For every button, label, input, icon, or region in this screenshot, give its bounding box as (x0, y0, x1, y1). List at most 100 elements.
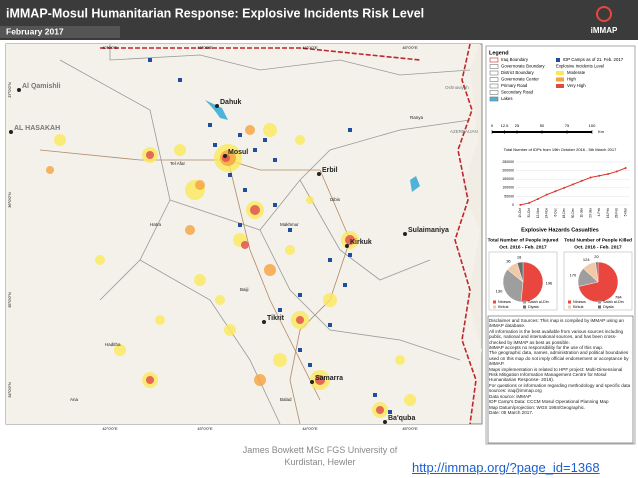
place-label: Hatra (150, 222, 162, 227)
legend-label: Primary Road (501, 83, 528, 88)
governorate-boundary (259, 229, 461, 361)
y-tick-label: 200000 (502, 169, 514, 173)
place-dot (17, 88, 21, 92)
x-tick-label: 19-Oct (518, 208, 522, 218)
pie-slice (595, 261, 599, 283)
scale-label: 0 (491, 123, 494, 128)
legend-label: Lakes (501, 96, 512, 101)
place-dot (310, 380, 314, 384)
pie-slice (520, 261, 544, 303)
incident-hotspots (46, 123, 416, 418)
source-link[interactable]: http://immap.org/?page_id=1368 (412, 460, 600, 475)
idp-camp (238, 223, 242, 227)
place-label: Sulaimaniya (408, 227, 449, 234)
data-point (624, 167, 627, 170)
place-label: AZERBAIJAN (450, 129, 478, 134)
place-label: Tel Afar (170, 161, 186, 166)
lake (410, 176, 420, 192)
lon-label: 42°0'0"E (102, 45, 118, 50)
place-label: Al Qamishli (22, 83, 61, 90)
place-label: Haditha (105, 342, 121, 347)
legend-swatch (493, 305, 496, 309)
hotspot (250, 205, 260, 215)
idp-camp (278, 308, 282, 312)
disclaimer-line: Disclaimer and Sources: This map is comp… (489, 318, 624, 329)
value-label: 18 (517, 254, 522, 259)
idp-camp (178, 78, 182, 82)
scale-label: 25 (515, 123, 520, 128)
title: iMMAP-Mosul Humanitarian Response: Explo… (6, 6, 424, 20)
legend-label: Salah al-Din (603, 300, 624, 304)
place-dot (262, 320, 266, 324)
governorate-boundary (299, 179, 431, 281)
hotspot (195, 180, 205, 190)
idp-camp (253, 148, 257, 152)
y-tick-label: 50000 (504, 194, 514, 198)
disclaimer-line: Date: 05 March 2017. (489, 409, 534, 415)
legend-swatch (598, 305, 601, 309)
pie-slice (516, 261, 524, 283)
hotspot (146, 376, 154, 384)
place-label: Samarra (315, 375, 343, 382)
hotspot (215, 295, 225, 305)
idp-camp (308, 363, 312, 367)
legend-label: Very High (567, 83, 586, 88)
lon-label: 42°0'0"E (102, 426, 118, 431)
legend-swatch (556, 77, 564, 82)
legend-swatch (489, 57, 499, 63)
hotspot (245, 125, 255, 135)
lon-label: 45°0'0"E (402, 45, 418, 50)
hotspot (54, 134, 66, 146)
graticule: 42°0'0"E 42°0'0"E 43°0'0"E 43°0'0"E 44°0'0"E… (7, 45, 418, 431)
idp-camp (328, 258, 332, 262)
y-tick-label: 0 (512, 203, 514, 207)
place-label: Dahuk (220, 99, 242, 106)
legend-label: Diyala (603, 305, 614, 309)
hotspot (155, 315, 165, 325)
iraq-boundary (100, 47, 421, 61)
lake (205, 100, 228, 120)
hotspot (263, 123, 277, 137)
idp-camp (228, 173, 232, 177)
legend-label: Ninewa (498, 300, 512, 304)
data-point (598, 174, 601, 177)
idp-camp (273, 158, 277, 162)
lon-label: 44°0'0"E (302, 45, 318, 50)
governorate-boundary (109, 44, 471, 76)
value-label: 784 (615, 295, 622, 300)
data-point (607, 173, 610, 176)
legend-swatch (489, 90, 499, 95)
legend-label: Ninewa (573, 300, 587, 304)
legend-title: Legend (489, 50, 509, 56)
legend-swatch (489, 70, 499, 76)
pie-frame (563, 251, 633, 311)
disclaimer-line: For questions or information regarding m… (489, 382, 631, 394)
chart-title: Total Number of People Injured (488, 237, 559, 243)
place-label: Ranya (410, 115, 424, 120)
hotspot (114, 344, 126, 356)
place-label: Tikrit (267, 315, 285, 322)
place-label: Ba'quba (388, 415, 415, 422)
hotspot (46, 166, 54, 174)
x-tick-label: 11-Jan (580, 208, 584, 218)
place-label: Kirkuk (350, 239, 372, 246)
pie-slice (502, 269, 524, 303)
value-label: 36 (506, 258, 511, 263)
hotspot (241, 241, 249, 249)
hotspot (404, 394, 416, 406)
legend-swatch (489, 83, 499, 89)
lat-label: 35°0'0"N (7, 292, 12, 308)
legend-swatch (523, 300, 526, 304)
logo: iMMAP (591, 26, 618, 35)
place-label: Mosul (228, 149, 248, 156)
hotspot (285, 245, 295, 255)
place-label: Makhmur (280, 222, 299, 227)
idp-camp (298, 293, 302, 297)
x-tick-label: 24-Nov (545, 208, 549, 219)
scale-label: 12.5 (501, 123, 510, 128)
hotspot (264, 264, 276, 276)
x-tick-label: 4-Feb (597, 208, 601, 217)
